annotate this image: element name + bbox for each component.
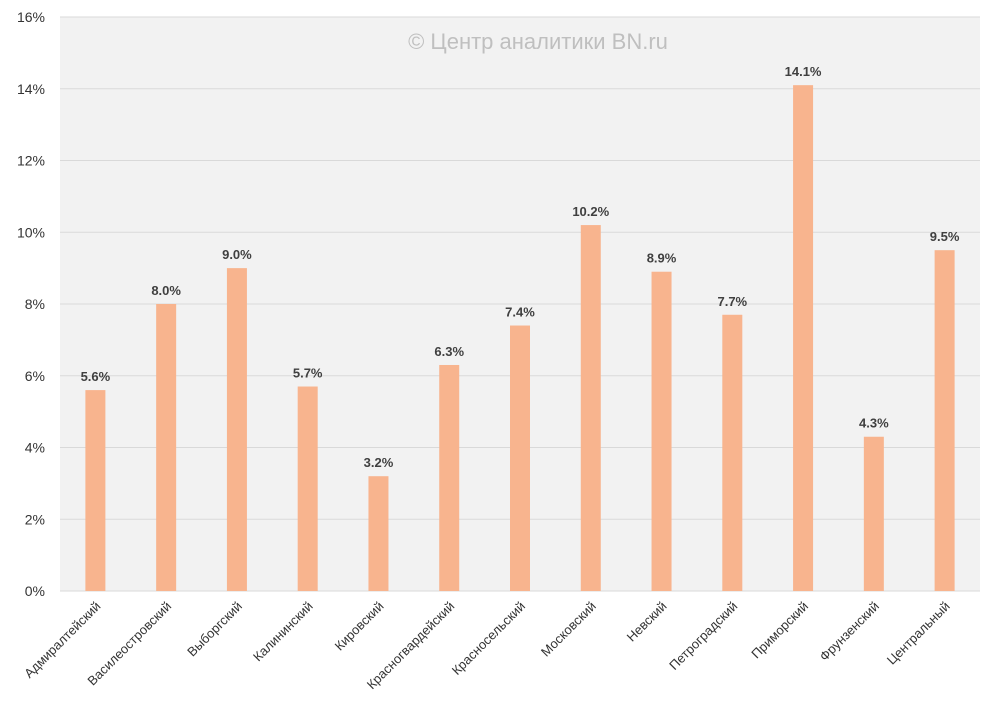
data-label: 3.2% bbox=[364, 455, 394, 470]
watermark-text: © Центр аналитики BN.ru bbox=[408, 29, 668, 54]
data-label: 10.2% bbox=[572, 204, 609, 219]
x-tick-label: Выборгский bbox=[184, 599, 245, 660]
y-tick-label: 14% bbox=[17, 81, 45, 97]
y-tick-label: 8% bbox=[25, 296, 45, 312]
bar bbox=[85, 390, 106, 591]
y-tick-label: 4% bbox=[25, 440, 45, 456]
y-tick-label: 0% bbox=[25, 583, 45, 599]
x-tick-label: Красносельский bbox=[449, 599, 528, 678]
data-label: 14.1% bbox=[785, 64, 822, 79]
bar bbox=[226, 268, 247, 591]
data-label: 7.7% bbox=[717, 294, 747, 309]
y-tick-label: 16% bbox=[17, 9, 45, 25]
bar-series bbox=[85, 85, 955, 591]
y-tick-label: 6% bbox=[25, 368, 45, 384]
data-label: 6.3% bbox=[434, 344, 464, 359]
x-tick-label: Невский bbox=[624, 599, 670, 645]
data-label: 8.0% bbox=[151, 283, 181, 298]
bar bbox=[368, 476, 389, 591]
bar bbox=[580, 225, 601, 591]
data-label: 7.4% bbox=[505, 305, 535, 320]
x-tick-label: Фрунзенский bbox=[816, 599, 881, 664]
data-label: 5.7% bbox=[293, 366, 323, 381]
data-label: 9.5% bbox=[930, 229, 960, 244]
y-axis: 0% 2% 4% 6% 8% 10% 12% 14% 16% bbox=[17, 9, 45, 599]
y-tick-label: 10% bbox=[17, 224, 45, 240]
data-label: 9.0% bbox=[222, 247, 252, 262]
x-tick-label: Калининский bbox=[250, 599, 316, 665]
data-labels: 5.6% 8.0% 9.0% 5.7% 3.2% 6.3% 7.4% 10.2% 8.9% 7.7… bbox=[81, 64, 960, 470]
y-tick-label: 12% bbox=[17, 153, 45, 169]
bar bbox=[863, 436, 884, 591]
bar bbox=[722, 314, 743, 591]
x-tick-label: Приморский bbox=[748, 599, 811, 662]
x-tick-label: Московский bbox=[538, 599, 599, 660]
x-tick-label: Адмиралтейский bbox=[21, 599, 103, 681]
data-label: 8.9% bbox=[647, 251, 677, 266]
x-tick-label: Центральный bbox=[884, 599, 953, 668]
bar bbox=[651, 271, 672, 591]
data-label: 4.3% bbox=[859, 416, 889, 431]
bar bbox=[510, 325, 530, 591]
bar bbox=[297, 386, 318, 591]
bar bbox=[793, 85, 814, 591]
bar bbox=[156, 304, 177, 591]
bar bbox=[934, 250, 955, 591]
x-tick-label: Кировский bbox=[332, 599, 387, 654]
y-tick-label: 2% bbox=[25, 511, 45, 527]
x-tick-label: Петроградский bbox=[666, 599, 740, 673]
data-label: 5.6% bbox=[81, 369, 111, 384]
bar bbox=[439, 364, 460, 591]
